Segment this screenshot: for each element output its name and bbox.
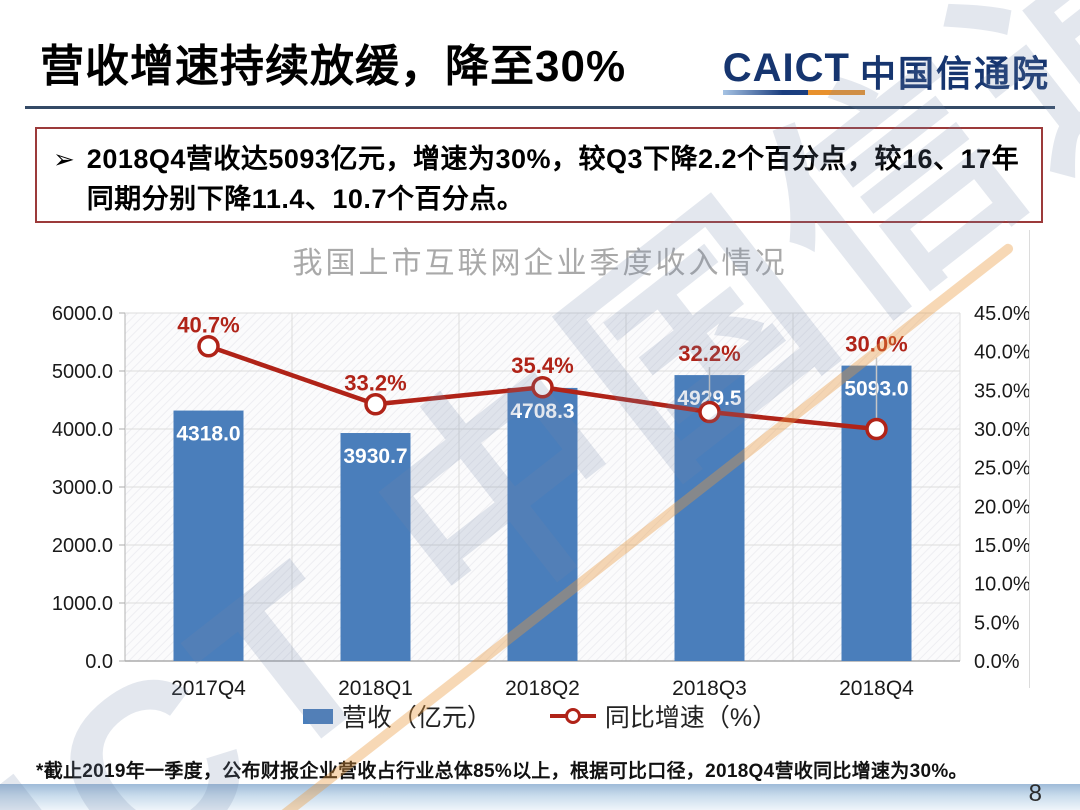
chart-legend: 营收（亿元） 同比增速（%） [35,698,1045,734]
bar-value-label: 4318.0 [176,423,240,446]
x-axis-label: 2018Q2 [505,677,580,700]
legend-item-growth: 同比增速（%） [549,698,778,734]
revenue-legend-label: 营收（亿元） [341,704,492,732]
summary-text: 2018Q4营收达5093亿元，增速为30%，较Q3下降2.2个百分点，较16、… [86,144,1020,214]
left-axis-label: 5000.0 [52,361,113,383]
growth-legend-label: 同比增速（%） [604,704,778,732]
left-axis-label: 2000.0 [52,535,113,557]
bar-value-label: 4708.3 [510,400,574,423]
legend-item-revenue: 营收（亿元） [302,698,492,734]
right-axis-label: 25.0% [974,458,1031,480]
caict-logo-underline [722,89,866,95]
right-axis-label: 15.0% [974,535,1031,557]
left-axis-label: 4000.0 [52,419,113,441]
right-axis-label: 0.0% [974,651,1020,673]
chart-svg: 6000.0 5000.0 4000.0 3000.0 2000.0 1000.0 0.0 4… [52,303,1031,700]
chart-frame-right-border [1029,230,1030,688]
growth-marker [865,417,888,441]
caict-logo-name: 中国信通院 [859,53,1050,94]
page-title: 营收增速持续放缓，降至30% [40,42,627,91]
chart-title: 我国上市互联网企业季度收入情况 [292,247,788,280]
right-axis-label: 10.0% [974,574,1031,596]
footnote: *截止2019年一季度，公布财报企业营收占行业总体85%以上，根据可比口径，20… [36,761,968,782]
x-axis-label: 2018Q1 [338,677,413,700]
revenue-bar [173,410,244,661]
right-axis-label: 30.0% [974,419,1031,441]
right-axis-label: 5.0% [974,612,1020,634]
left-axis-label: 6000.0 [52,303,113,325]
left-axis-label: 0.0 [85,651,113,673]
growth-value-label: 33.2% [344,370,406,395]
revenue-legend-swatch-icon [302,708,333,724]
caict-logo-abbr-block: CAICT [722,45,866,95]
caict-logo-abbr: CAICT [722,45,850,90]
growth-marker [197,335,220,358]
growth-legend-marker-icon [549,706,596,726]
right-axis-label: 20.0% [974,496,1031,518]
growth-value-label: 35.4% [511,353,573,378]
growth-value-label: 32.2% [678,341,740,366]
left-axis-label: 1000.0 [52,593,113,615]
growth-marker [364,393,387,416]
summary-callout-box: ➢ 2018Q4营收达5093亿元，增速为30%，较Q3下降2.2个百分点，较1… [35,127,1043,223]
right-axis-label: 45.0% [974,303,1031,325]
x-axis-label: 2018Q3 [672,677,747,700]
right-axis-label: 40.0% [974,342,1031,364]
bottom-decoration-band [0,784,1080,810]
revenue-bar [340,433,411,661]
bar-value-label: 3930.7 [343,445,407,468]
right-axis-label: 35.0% [974,380,1031,402]
arrow-bullet-icon: ➢ [53,144,75,174]
x-axis-label: 2017Q4 [171,677,246,700]
header-divider [25,106,1055,109]
page-number: 8 [1028,780,1042,807]
chart-container: 我国上市互联网企业季度收入情况 6000.0 5000.0 4000.0 3000.0… [35,228,1045,746]
growth-marker [698,400,721,424]
growth-marker [531,375,554,399]
growth-value-label: 40.7% [177,312,239,337]
caict-logo: CAICT 中国信通院 [722,45,1050,97]
left-axis-label: 3000.0 [52,477,113,499]
revenue-bar [507,387,578,661]
growth-value-label: 30.0% [845,332,907,357]
x-axis-label: 2018Q4 [839,677,914,700]
